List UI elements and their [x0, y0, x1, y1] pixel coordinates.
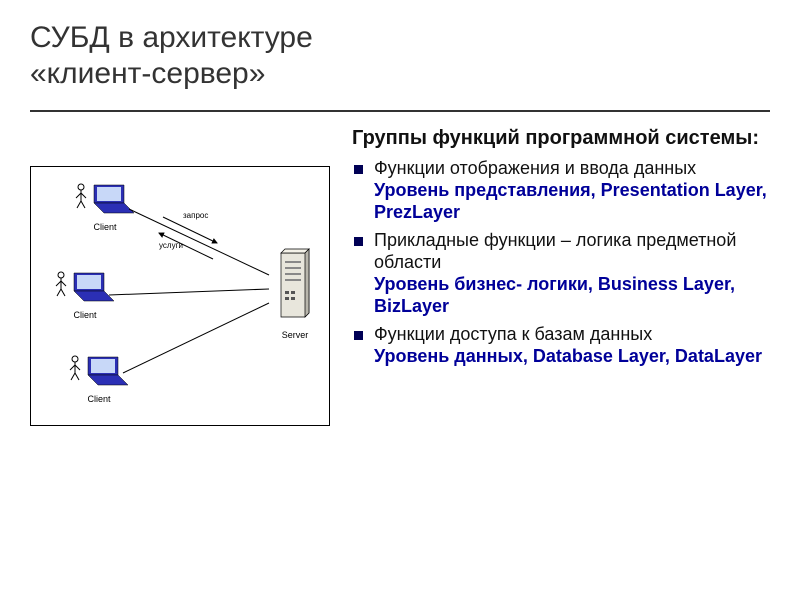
server-icon	[275, 247, 315, 323]
item-text: Функции доступа к базам данных	[374, 324, 652, 344]
client-node-2: Client	[45, 269, 125, 320]
title-line-1: СУБД в архитектуре	[30, 21, 313, 54]
client-label-2: Client	[45, 310, 125, 320]
diagram-column: Client Client	[30, 126, 340, 426]
laptop-icon	[74, 181, 136, 221]
text-column: Группы функций программной системы: Функ…	[352, 126, 770, 426]
client-label-3: Client	[59, 394, 139, 404]
network-diagram: Client Client	[30, 166, 330, 426]
title-underline	[30, 110, 770, 112]
service-label: услуги	[159, 241, 183, 250]
subheading: Группы функций программной системы:	[352, 126, 770, 150]
title-line-2: «клиент-сервер»	[30, 57, 265, 90]
layer-label: Уровень бизнес- логики, Business Layer, …	[374, 274, 735, 316]
list-item: Функции доступа к базам данных Уровень д…	[352, 324, 770, 368]
laptop-icon	[54, 269, 116, 309]
client-node-1: Client	[65, 181, 145, 232]
page-title: СУБД в архитектуре «клиент-сервер»	[30, 20, 770, 92]
client-node-3: Client	[59, 353, 139, 404]
client-label-1: Client	[65, 222, 145, 232]
item-text: Функции отображения и ввода данных	[374, 158, 696, 178]
laptop-icon	[68, 353, 130, 393]
function-list: Функции отображения и ввода данных Урове…	[352, 158, 770, 368]
server-label: Server	[275, 330, 315, 340]
list-item: Функции отображения и ввода данных Урове…	[352, 158, 770, 224]
layer-label: Уровень представления, Presentation Laye…	[374, 180, 767, 222]
layer-label: Уровень данных, Database Layer, DataLaye…	[374, 346, 762, 366]
item-text: Прикладные функции – логика предметной о…	[374, 230, 736, 272]
content-row: Client Client	[30, 126, 770, 426]
list-item: Прикладные функции – логика предметной о…	[352, 230, 770, 318]
server-node: Server	[275, 247, 315, 340]
request-label: запрос	[183, 211, 208, 220]
